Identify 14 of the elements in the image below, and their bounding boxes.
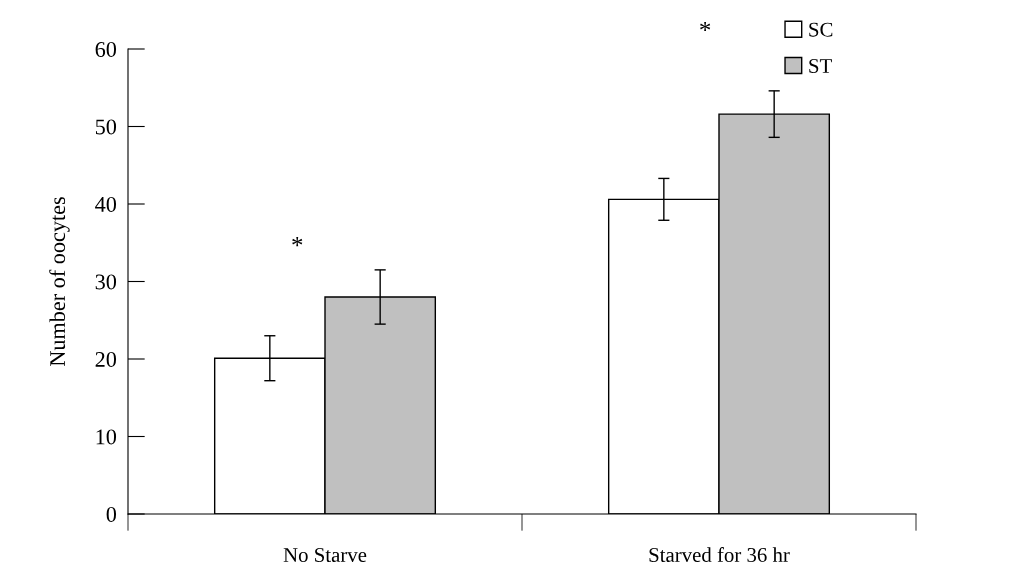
y-axis-title: Number of oocytes <box>49 197 70 367</box>
x-tick-label: Starved for 36 hr <box>649 547 790 562</box>
y-tick-label: 10 <box>96 429 117 445</box>
annotation: * <box>292 237 303 247</box>
text: * <box>700 21 711 32</box>
legend-label: ST <box>809 58 832 73</box>
y-tick-label: 20 <box>95 351 117 367</box>
y-tick-label: 40 <box>95 196 117 212</box>
x-tick-label: No Starve <box>283 547 367 562</box>
legend-label: SC <box>809 22 833 37</box>
y-tick-label: 30 <box>95 274 117 290</box>
y-tick-label: 50 <box>95 119 117 135</box>
y-tick-label: 0 <box>106 506 117 522</box>
y-tick-label: 60 <box>95 41 117 57</box>
